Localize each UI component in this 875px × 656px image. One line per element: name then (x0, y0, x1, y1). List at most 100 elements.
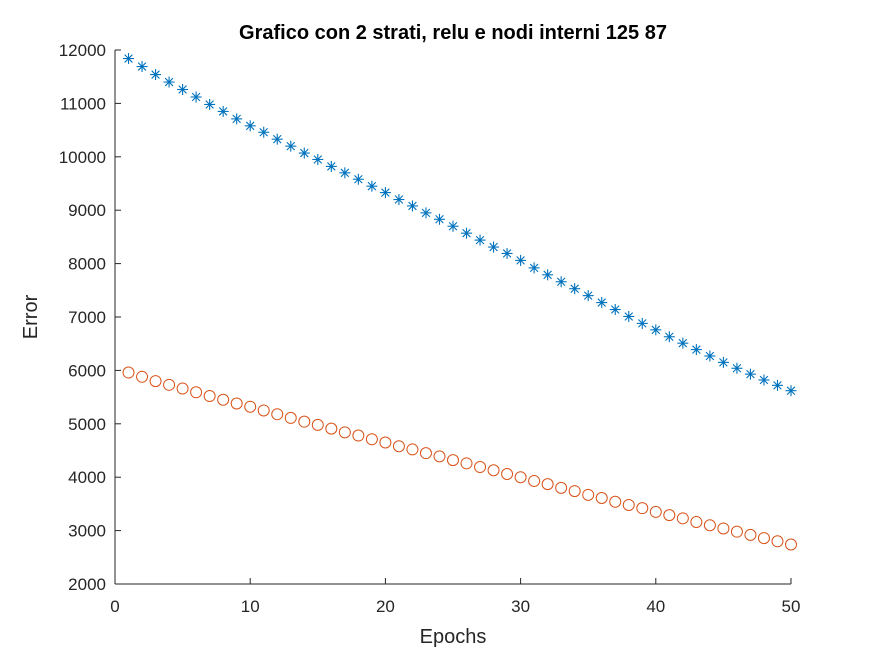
asterisk-stroke (651, 325, 661, 335)
data-point (528, 474, 541, 487)
data-point (136, 370, 149, 383)
asterisk-stroke (543, 270, 552, 280)
asterisk-stroke (191, 92, 201, 102)
data-point (433, 450, 446, 463)
asterisk-stroke (327, 162, 336, 171)
asterisk-stroke (610, 305, 620, 314)
data-point (393, 194, 405, 206)
x-tick-label: 40 (646, 597, 665, 616)
axes: 0 10 20 30 40 50 2000 3000 4000 5000 6000 7000 8000 9… (59, 41, 801, 616)
data-point (352, 173, 364, 185)
data-point (136, 61, 148, 73)
data-point (474, 461, 487, 474)
data-point (596, 297, 608, 309)
asterisk-stroke (218, 107, 228, 116)
data-point (244, 400, 257, 413)
asterisk-stroke (732, 363, 742, 373)
asterisk-stroke (408, 201, 417, 211)
data-point (177, 84, 189, 96)
x-axis-label: Epochs (420, 626, 487, 648)
asterisk-stroke (597, 298, 606, 307)
data-point (325, 160, 337, 172)
asterisk-stroke (124, 54, 133, 63)
data-point (636, 502, 649, 515)
chart-title: Grafico con 2 strati, relu e nodi intern… (239, 22, 667, 44)
y-tick-label: 4000 (68, 468, 106, 487)
asterisk-stroke (462, 228, 471, 238)
asterisk-stroke (394, 195, 404, 204)
asterisk-stroke (502, 249, 512, 258)
data-point (163, 76, 175, 88)
data-point (744, 368, 756, 380)
asterisk-stroke (421, 208, 431, 218)
data-point (663, 331, 675, 343)
series-1 (123, 53, 797, 397)
data-point (325, 422, 338, 435)
data-point (420, 207, 432, 219)
y-tick-label: 10000 (59, 148, 106, 167)
data-point (785, 385, 797, 397)
asterisk-stroke (746, 369, 755, 379)
data-point (203, 390, 216, 403)
data-point (528, 262, 540, 274)
asterisk-stroke (529, 263, 539, 273)
data-point (284, 411, 297, 424)
data-point (704, 350, 716, 362)
data-point (609, 304, 621, 316)
data-point (677, 337, 689, 349)
y-tick-label: 7000 (68, 308, 106, 327)
data-point (717, 356, 729, 368)
data-point (258, 126, 270, 138)
data-point (460, 457, 473, 470)
data-point (541, 478, 554, 491)
y-tick-label: 5000 (68, 415, 106, 434)
asterisk-stroke (678, 338, 688, 348)
data-point (501, 247, 513, 259)
data-point (312, 153, 324, 165)
data-point (731, 362, 743, 374)
data-point (366, 180, 378, 192)
data-point (515, 254, 527, 266)
data-point (595, 492, 608, 505)
data-point (447, 454, 459, 467)
data-point (461, 227, 473, 239)
asterisk-stroke (340, 168, 350, 178)
data-point (649, 505, 662, 518)
data-point (636, 317, 648, 329)
asterisk-stroke (719, 358, 728, 367)
data-point (190, 386, 203, 399)
asterisk-stroke (151, 70, 160, 79)
data-point (555, 481, 568, 494)
asterisk-stroke (665, 332, 674, 342)
data-point (285, 140, 297, 152)
x-tick-label: 20 (376, 597, 395, 616)
data-point (149, 375, 162, 388)
data-point (474, 234, 486, 246)
asterisk-stroke (692, 345, 701, 354)
asterisk-stroke (435, 215, 444, 224)
y-axis-label: Error (20, 294, 42, 339)
data-point (217, 105, 229, 117)
y-tick-label: 2000 (68, 575, 106, 594)
data-point (690, 344, 702, 356)
asterisk-stroke (516, 256, 525, 265)
data-point (650, 324, 662, 336)
data-point (163, 378, 176, 391)
data-point (433, 213, 445, 225)
asterisk-stroke (205, 100, 214, 109)
data-point (730, 525, 743, 538)
data-point (690, 516, 703, 529)
x-tick-label: 30 (511, 597, 530, 616)
x-tick-label: 50 (782, 597, 801, 616)
asterisk-stroke (381, 188, 390, 197)
data-point (663, 509, 676, 522)
y-tick-label: 11000 (60, 94, 106, 113)
data-point (271, 133, 283, 145)
asterisk-stroke (624, 312, 634, 321)
data-point (703, 519, 716, 532)
plot-marks (122, 53, 797, 551)
x-tick-label: 0 (110, 597, 119, 616)
data-point (744, 528, 757, 541)
